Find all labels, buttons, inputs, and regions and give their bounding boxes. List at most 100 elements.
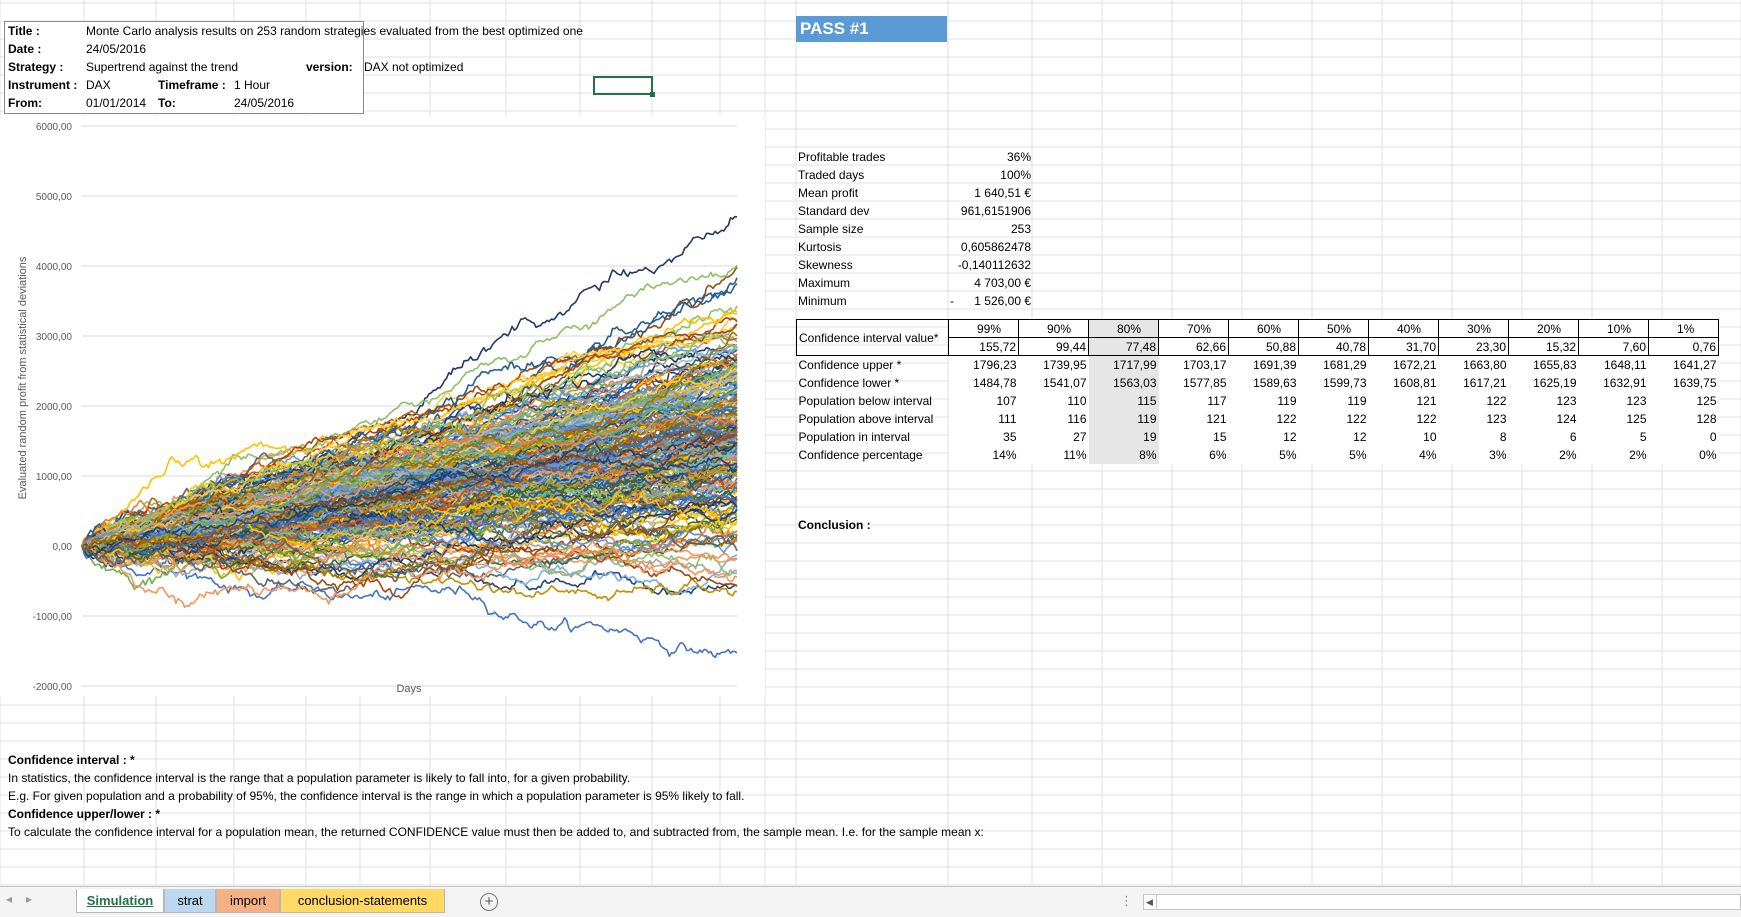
- ci-data-cell[interactable]: 125: [1578, 409, 1649, 428]
- tab-conclusion-statements[interactable]: conclusion-statements: [280, 889, 445, 913]
- ci-level-cell[interactable]: 40%: [1368, 319, 1439, 338]
- ci-data-cell[interactable]: 1681,29: [1298, 355, 1369, 374]
- ci-row-label[interactable]: Population above interval: [798, 411, 934, 426]
- ci-data-cell[interactable]: 10: [1368, 427, 1439, 446]
- ci-data-cell[interactable]: 1484,78: [948, 373, 1019, 392]
- ci-data-cell[interactable]: 6: [1508, 427, 1579, 446]
- ci-data-cell[interactable]: 12: [1298, 427, 1369, 446]
- ci-data-cell[interactable]: 6%: [1158, 445, 1229, 464]
- ci-data-cell[interactable]: 12: [1228, 427, 1299, 446]
- ci-data-cell[interactable]: 8: [1438, 427, 1509, 446]
- ci-level-cell[interactable]: 90%: [1018, 319, 1089, 338]
- stat-value[interactable]: 100%: [1000, 168, 1031, 182]
- scroll-tabs-right-icon[interactable]: ▸: [26, 892, 33, 906]
- stat-value[interactable]: 36%: [1006, 150, 1031, 164]
- ci-row-label[interactable]: Population in interval: [798, 429, 910, 444]
- ci-data-cell[interactable]: 119: [1088, 409, 1159, 428]
- ci-data-cell[interactable]: 3%: [1438, 445, 1509, 464]
- ci-data-cell[interactable]: 8%: [1088, 445, 1159, 464]
- ci-level-cell[interactable]: 50%: [1298, 319, 1369, 338]
- ci-data-cell[interactable]: 121: [1158, 409, 1229, 428]
- ci-data-cell[interactable]: 1717,99: [1088, 355, 1159, 374]
- ci-data-cell[interactable]: 19: [1088, 427, 1159, 446]
- ci-data-cell[interactable]: 1599,73: [1298, 373, 1369, 392]
- stat-value[interactable]: -0,140112632: [957, 258, 1031, 272]
- ci-level-cell[interactable]: 10%: [1578, 319, 1649, 338]
- ci-data-cell[interactable]: 1641,27: [1648, 355, 1719, 374]
- ci-value-cell[interactable]: 62,66: [1158, 337, 1229, 356]
- ci-data-cell[interactable]: 124: [1508, 409, 1579, 428]
- ci-data-cell[interactable]: 35: [948, 427, 1019, 446]
- ci-level-cell[interactable]: 1%: [1648, 319, 1719, 338]
- scroll-left-arrow-icon[interactable]: ◀: [1143, 894, 1157, 910]
- version-value[interactable]: DAX not optimized: [364, 60, 464, 74]
- ci-data-cell[interactable]: 1608,81: [1368, 373, 1439, 392]
- ci-data-cell[interactable]: 1632,91: [1578, 373, 1649, 392]
- horizontal-scrollbar[interactable]: [1143, 894, 1741, 910]
- ci-data-cell[interactable]: 122: [1438, 391, 1509, 410]
- ci-data-cell[interactable]: 107: [948, 391, 1019, 410]
- ci-data-cell[interactable]: 125: [1648, 391, 1719, 410]
- ci-data-cell[interactable]: 1672,21: [1368, 355, 1439, 374]
- ci-data-cell[interactable]: 122: [1298, 409, 1369, 428]
- ci-value-cell[interactable]: 0,76: [1648, 337, 1719, 356]
- ci-data-cell[interactable]: 27: [1018, 427, 1089, 446]
- ci-data-cell[interactable]: 123: [1508, 391, 1579, 410]
- ci-data-cell[interactable]: 0%: [1648, 445, 1719, 464]
- ci-row-label[interactable]: Confidence lower *: [798, 375, 900, 390]
- ci-data-cell[interactable]: 123: [1438, 409, 1509, 428]
- tab-import[interactable]: import: [216, 889, 280, 913]
- ci-value-cell[interactable]: 77,48: [1088, 337, 1159, 356]
- stat-value[interactable]: 253: [1010, 222, 1031, 236]
- date-value[interactable]: 24/05/2016: [86, 42, 147, 56]
- ci-data-cell[interactable]: 119: [1228, 391, 1299, 410]
- ci-data-cell[interactable]: 11%: [1018, 445, 1089, 464]
- monte-carlo-chart[interactable]: 6000,00 5000,00 4000,00 3000,00 2000,00 1000,…: [0, 116, 765, 696]
- ci-data-cell[interactable]: 1648,11: [1578, 355, 1649, 374]
- ci-data-cell[interactable]: 5%: [1298, 445, 1369, 464]
- ci-data-cell[interactable]: 1739,95: [1018, 355, 1089, 374]
- ci-data-cell[interactable]: 119: [1298, 391, 1369, 410]
- selected-cell-cursor[interactable]: [593, 76, 655, 97]
- ci-data-cell[interactable]: 1617,21: [1438, 373, 1509, 392]
- stat-value[interactable]: 1 526,00 €: [974, 294, 1031, 308]
- timeframe-value[interactable]: 1 Hour: [234, 78, 271, 92]
- ci-data-cell[interactable]: 2%: [1578, 445, 1649, 464]
- instrument-value[interactable]: DAX: [86, 78, 111, 92]
- ci-data-cell[interactable]: 1563,03: [1088, 373, 1159, 392]
- ci-row-label[interactable]: Confidence percentage: [798, 447, 923, 462]
- ci-data-cell[interactable]: 2%: [1508, 445, 1579, 464]
- spreadsheet-grid[interactable]: Title : Monte Carlo analysis results on …: [0, 0, 1741, 886]
- stat-value[interactable]: 0,605862478: [960, 240, 1031, 254]
- ci-level-cell[interactable]: 80%: [1088, 319, 1159, 338]
- ci-value-cell[interactable]: 31,70: [1368, 337, 1439, 356]
- ci-data-cell[interactable]: 5: [1578, 427, 1649, 446]
- ci-level-cell[interactable]: 70%: [1158, 319, 1229, 338]
- ci-data-cell[interactable]: 122: [1228, 409, 1299, 428]
- ci-row-label[interactable]: Population below interval: [798, 393, 932, 408]
- from-value[interactable]: 01/01/2014: [86, 96, 147, 110]
- ci-data-cell[interactable]: 15: [1158, 427, 1229, 446]
- ci-data-cell[interactable]: 1639,75: [1648, 373, 1719, 392]
- ci-value-cell[interactable]: 50,88: [1228, 337, 1299, 356]
- ci-data-cell[interactable]: 1663,80: [1438, 355, 1509, 374]
- ci-data-cell[interactable]: 128: [1648, 409, 1719, 428]
- add-sheet-icon[interactable]: +: [480, 893, 498, 911]
- ci-data-cell[interactable]: 1577,85: [1158, 373, 1229, 392]
- title-value[interactable]: Monte Carlo analysis results on 253 rand…: [86, 24, 583, 38]
- ci-data-cell[interactable]: 115: [1088, 391, 1159, 410]
- strategy-value[interactable]: Supertrend against the trend: [86, 60, 239, 74]
- ci-header-label[interactable]: Confidence interval value*: [796, 319, 949, 356]
- stat-value[interactable]: 4 703,00 €: [974, 276, 1031, 290]
- ci-data-cell[interactable]: 5%: [1228, 445, 1299, 464]
- ci-data-cell[interactable]: 123: [1578, 391, 1649, 410]
- ci-data-cell[interactable]: 4%: [1368, 445, 1439, 464]
- ci-data-cell[interactable]: 1541,07: [1018, 373, 1089, 392]
- ci-value-cell[interactable]: 7,60: [1578, 337, 1649, 356]
- ci-data-cell[interactable]: 14%: [948, 445, 1019, 464]
- ci-value-cell[interactable]: 99,44: [1018, 337, 1089, 356]
- ci-level-cell[interactable]: 20%: [1508, 319, 1579, 338]
- more-options-icon[interactable]: ⋮: [1120, 893, 1133, 908]
- ci-value-cell[interactable]: 15,32: [1508, 337, 1579, 356]
- stat-value[interactable]: 1 640,51 €: [974, 186, 1031, 200]
